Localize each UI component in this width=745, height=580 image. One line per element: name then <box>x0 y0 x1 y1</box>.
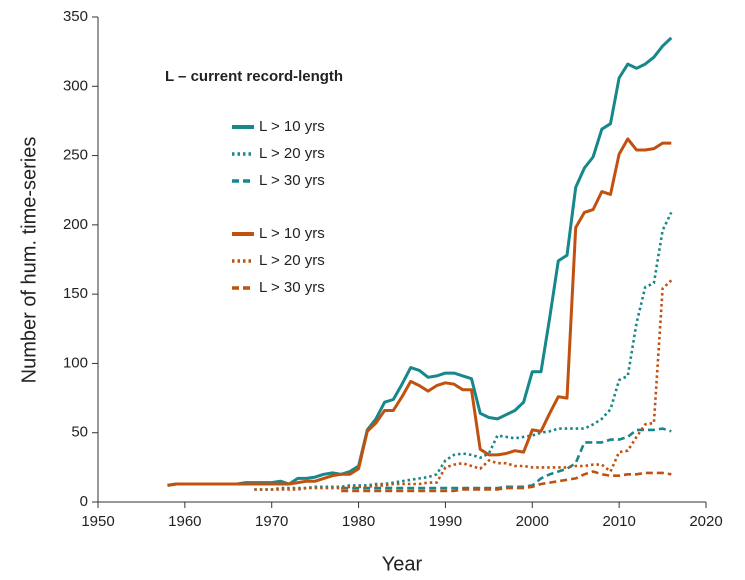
y-tick-label: 50 <box>71 424 88 441</box>
data-line <box>254 279 673 491</box>
y-tick-label: 250 <box>63 147 88 164</box>
x-tick-label: 1970 <box>255 513 288 530</box>
x-tick-label: 1980 <box>342 513 375 530</box>
x-tick-label: 1960 <box>168 513 201 530</box>
x-tick-label: 2010 <box>602 513 635 530</box>
data-line <box>341 470 672 493</box>
legend-label: L > 20 yrs <box>259 145 325 162</box>
y-axis-title: Number of hum. time-series <box>18 137 40 384</box>
data-line <box>341 427 672 490</box>
legend-label: L > 30 yrs <box>259 279 325 296</box>
y-tick-label: 200 <box>63 216 88 233</box>
legend-label: L > 10 yrs <box>259 118 325 135</box>
y-tick-label: 100 <box>63 354 88 371</box>
legend-label: L > 10 yrs <box>259 225 325 242</box>
y-tick-label: 0 <box>80 493 88 510</box>
y-tick-label: 150 <box>63 285 88 302</box>
data-line <box>254 211 673 491</box>
x-tick-label: 1950 <box>81 513 114 530</box>
data-line <box>167 137 672 487</box>
legend-label: L > 20 yrs <box>259 252 325 269</box>
legend-label: L > 30 yrs <box>259 172 325 189</box>
y-tick-label: 350 <box>63 8 88 25</box>
x-tick-label: 2020 <box>689 513 722 530</box>
y-tick-label: 300 <box>63 77 88 94</box>
x-tick-label: 1990 <box>429 513 462 530</box>
x-tick-label: 2000 <box>516 513 549 530</box>
x-axis-title: Year <box>382 553 423 575</box>
legend-title: L – current record-length <box>165 68 343 85</box>
